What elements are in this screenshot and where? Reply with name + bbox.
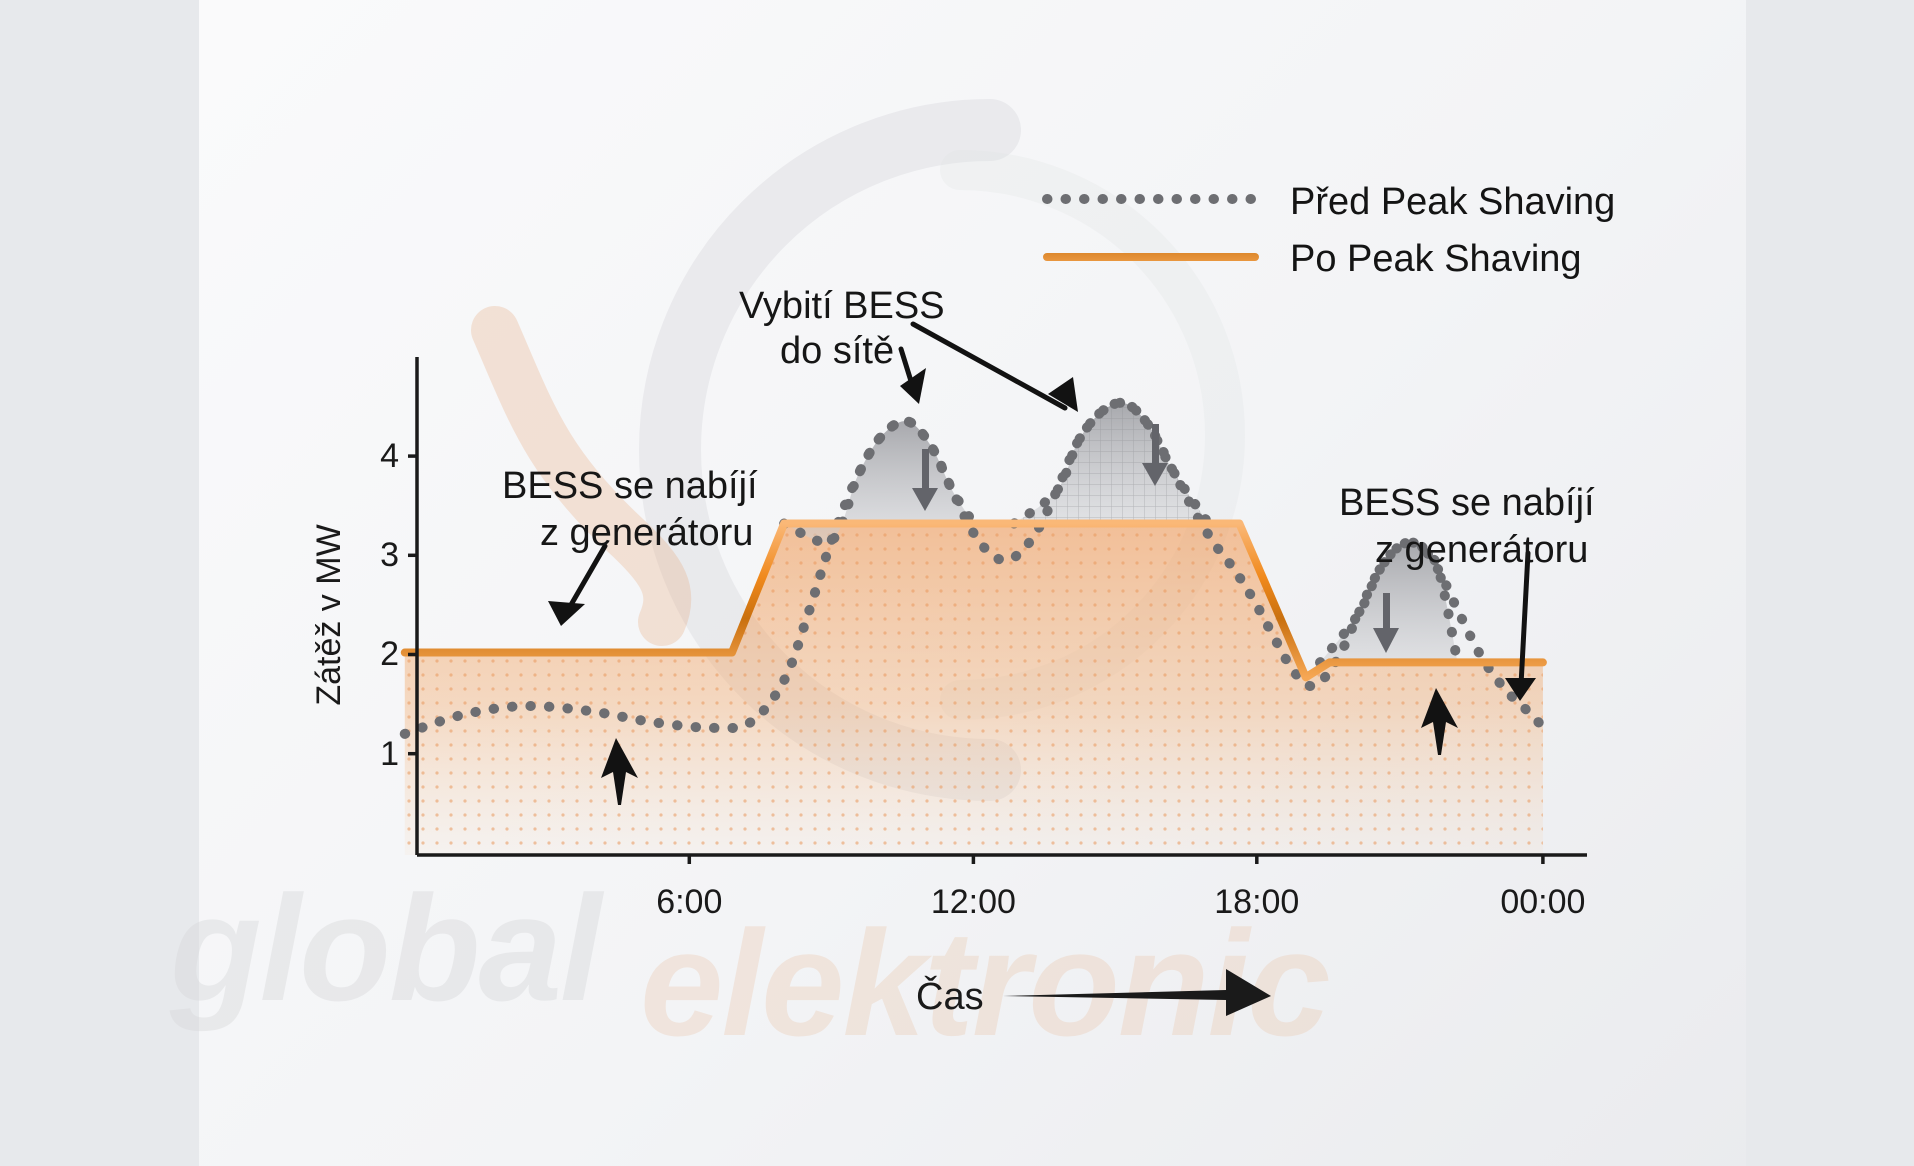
svg-text:do sítě: do sítě <box>780 330 894 372</box>
svg-text:2: 2 <box>380 635 399 673</box>
svg-text:3: 3 <box>380 536 399 574</box>
svg-text:BESS se nabíjí: BESS se nabíjí <box>1339 482 1595 524</box>
svg-text:12:00: 12:00 <box>931 883 1016 921</box>
svg-text:18:00: 18:00 <box>1214 883 1299 921</box>
svg-text:Po Peak Shaving: Po Peak Shaving <box>1290 238 1582 280</box>
svg-text:BESS se nabíjí: BESS se nabíjí <box>502 465 758 507</box>
svg-text:4: 4 <box>380 437 399 475</box>
svg-text:z generátoru: z generátoru <box>540 512 753 554</box>
svg-text:1: 1 <box>380 735 399 773</box>
svg-text:Před Peak Shaving: Před Peak Shaving <box>1290 181 1615 223</box>
svg-text:Vybití BESS: Vybití BESS <box>739 285 945 327</box>
svg-text:Čas: Čas <box>916 974 984 1018</box>
svg-text:00:00: 00:00 <box>1500 883 1585 921</box>
svg-text:z generátoru: z generátoru <box>1375 529 1588 571</box>
svg-text:6:00: 6:00 <box>656 883 722 921</box>
svg-text:Zátěž v MW: Zátěž v MW <box>310 524 348 705</box>
